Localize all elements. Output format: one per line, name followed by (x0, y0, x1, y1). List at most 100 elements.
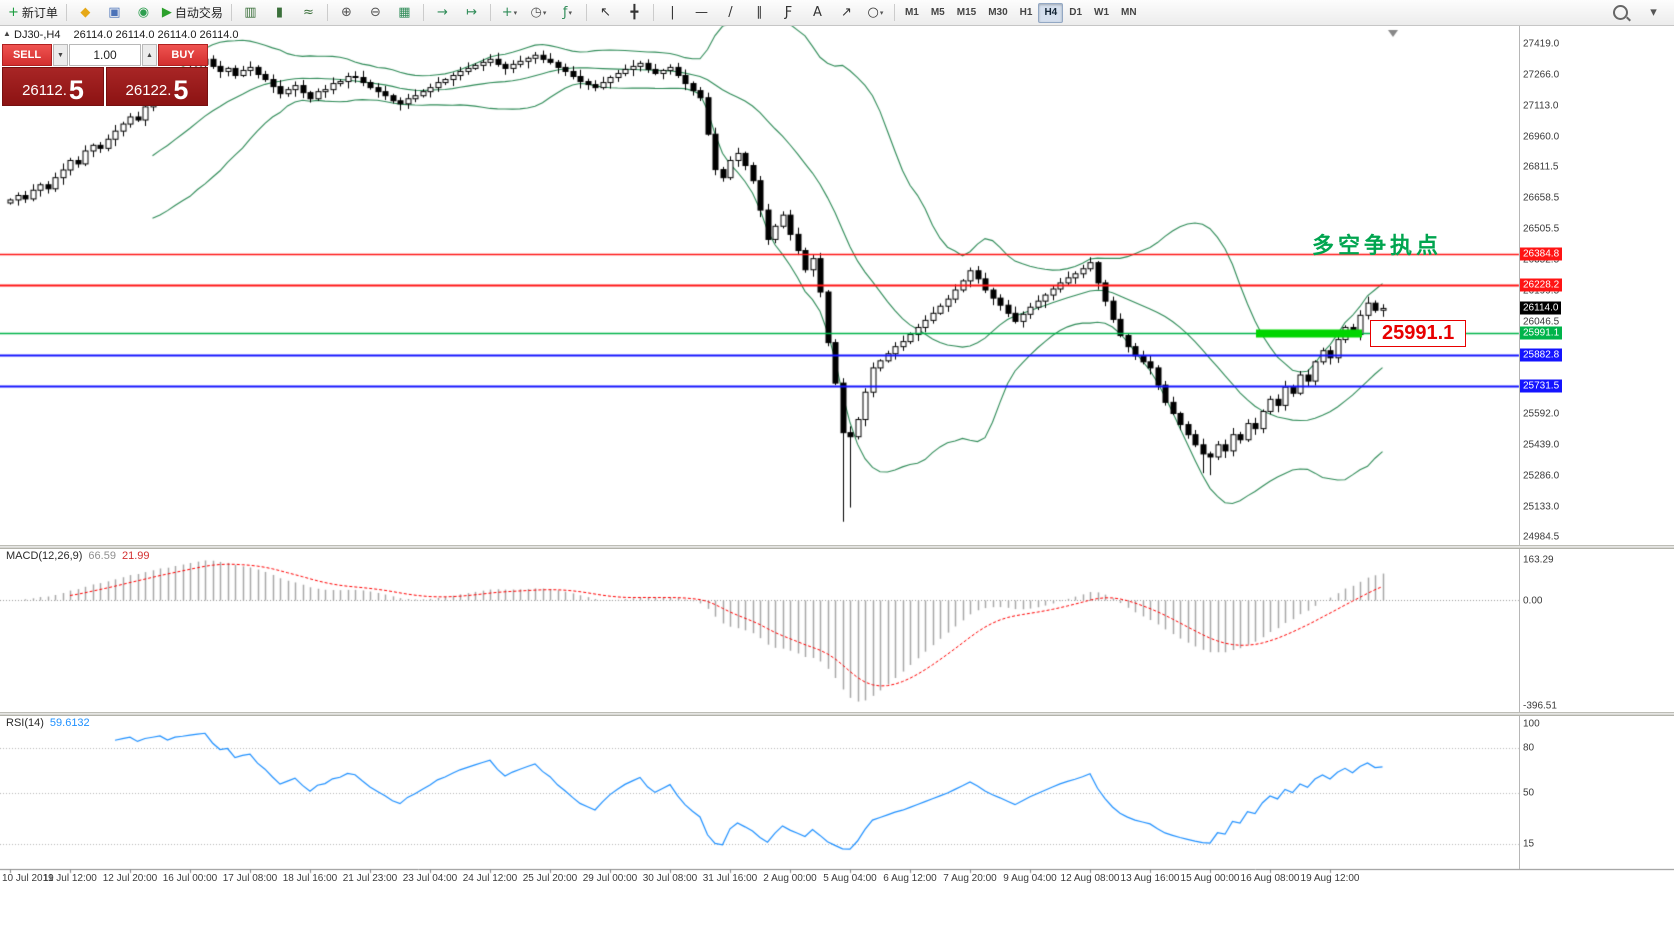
price-line-tag[interactable]: 25731.5 (1520, 379, 1563, 393)
time-axis-label: 16 Aug 08:00 (1240, 873, 1300, 884)
equidistant-channel-button[interactable]: ∥ (745, 2, 774, 24)
timeframe-mn-button[interactable]: MN (1121, 7, 1137, 18)
rsi-axis-label: 100 (1523, 718, 1540, 730)
price-axis-label: 25286.0 (1523, 470, 1560, 482)
shapes-button[interactable]: ○ ▾ (861, 2, 890, 24)
alerts-button[interactable]: ◆ (71, 2, 100, 24)
new-chart-icon: + (501, 5, 513, 20)
price-axis-label: 27266.0 (1523, 69, 1560, 81)
zoom-out-button[interactable]: ⊖ (361, 2, 390, 24)
macd-axis-max-label: 163.29 (1523, 554, 1554, 566)
new-order-button[interactable]: + 新订单 (4, 2, 62, 24)
time-axis-label: 12 Jul 20:00 (102, 873, 158, 884)
candlestick-chart-button[interactable]: ▮ (265, 2, 294, 24)
time-axis-label: 30 Jul 08:00 (642, 873, 698, 884)
indicators-button[interactable]: ƒ ▾ (553, 2, 582, 24)
timeframe-m5-button[interactable]: M5 (930, 7, 945, 18)
macd-panel-splitter[interactable] (0, 545, 1674, 549)
terminal-window-icon: ▣ (108, 5, 121, 20)
rsi-panel-splitter[interactable] (0, 712, 1674, 716)
periods-dropdown-icon: ▾ (542, 8, 547, 17)
crosshair-button[interactable]: ╋ (620, 2, 649, 24)
time-axis-label: 31 Jul 16:00 (702, 873, 758, 884)
candlestick-chart-icon: ▮ (275, 5, 284, 20)
timeframe-h1-button[interactable]: H1 (1019, 7, 1033, 18)
toolbar-separator (326, 4, 328, 21)
rsi-header: RSI(14) 59.6132 (6, 717, 90, 729)
chart-shift-button[interactable]: ↦ (457, 2, 486, 24)
price-line-tag[interactable]: 25991.1 (1520, 326, 1563, 340)
equidistant-channel-icon: ∥ (756, 5, 763, 20)
ohlc-values: 26114.0 26114.0 26114.0 26114.0 (73, 29, 239, 41)
terminal-window-button[interactable]: ▣ (100, 2, 129, 24)
timeframe-m30-button[interactable]: M30 (988, 7, 1008, 18)
price-line-tag[interactable]: 25882.8 (1520, 348, 1563, 362)
volume-input[interactable] (69, 44, 141, 66)
periods-icon: ◷ (530, 5, 542, 20)
price-line-tag[interactable]: 26228.2 (1520, 278, 1563, 292)
buy-button[interactable]: BUY (158, 44, 208, 66)
buy-price-display[interactable]: 26122. 5 (106, 67, 208, 106)
zoom-in-button[interactable]: ⊕ (332, 2, 361, 24)
time-axis-label: 9 Aug 04:00 (1003, 873, 1057, 884)
shapes-dropdown-icon: ▾ (879, 8, 884, 17)
timeframe-h4-button[interactable]: H4 (1038, 2, 1064, 23)
trendline-button[interactable]: / (716, 2, 745, 24)
arrows-icon: ↗ (840, 5, 852, 20)
autotrade-button[interactable]: ▶ 自动交易 (158, 2, 227, 24)
new-order-label: 新订单 (21, 6, 58, 20)
macd-axis-min-label: -396.51 (1523, 700, 1557, 712)
fibonacci-button[interactable]: Ƒ (774, 2, 803, 24)
alerts-icon: ◆ (80, 5, 91, 20)
tile-windows-button[interactable]: ▦ (390, 2, 419, 24)
auto-scroll-button[interactable]: → (428, 2, 457, 24)
timeframe-w1-button[interactable]: W1 (1094, 7, 1110, 18)
price-axis-label: 25439.0 (1523, 439, 1560, 451)
bar-chart-button[interactable]: ▥ (236, 2, 265, 24)
chart-shift-icon: ↦ (465, 5, 477, 20)
time-axis-label: 16 Jul 00:00 (162, 873, 218, 884)
new-chart-button[interactable]: + ▾ (495, 2, 524, 24)
toolbar-separator (652, 4, 654, 21)
one-click-toggle-icon[interactable]: ▲ (3, 29, 11, 38)
trendline-icon: / (728, 5, 733, 20)
price-line-tag[interactable]: 26384.8 (1520, 247, 1563, 261)
time-axis-label: 29 Jul 00:00 (582, 873, 638, 884)
bar-chart-icon: ▥ (244, 5, 257, 20)
price-callout: 25991.1 (1370, 320, 1467, 347)
line-chart-button[interactable]: ≈ (294, 2, 323, 24)
horizontal-line-button[interactable]: — (687, 2, 716, 24)
new-order-icon: + (8, 5, 19, 20)
web-community-icon: ◉ (137, 5, 150, 20)
rsi-axis-label: 15 (1523, 838, 1535, 850)
toolbar-separator (585, 4, 587, 21)
periods-button[interactable]: ◷ ▾ (524, 2, 553, 24)
zoom-out-icon: ⊖ (369, 5, 381, 20)
search-button[interactable] (1606, 2, 1635, 24)
more-tools-button[interactable]: ▾ (1639, 2, 1668, 24)
horizontal-line-icon: — (694, 5, 708, 20)
chevron-up-icon: ▲ (146, 51, 153, 59)
timeframe-m15-button[interactable]: M15 (956, 7, 977, 18)
price-axis-label: 27419.0 (1523, 38, 1560, 50)
chevron-down-icon: ▼ (57, 51, 64, 59)
time-axis-label: 12 Aug 08:00 (1060, 873, 1120, 884)
web-community-button[interactable]: ◉ (129, 2, 158, 24)
cursor-button[interactable]: ↖ (591, 2, 620, 24)
price-axis-label: 24984.5 (1523, 531, 1560, 543)
timeframe-m1-button[interactable]: M1 (904, 7, 919, 18)
price-axis-label: 26811.5 (1523, 161, 1559, 173)
price-axis-label: 25592.0 (1523, 408, 1560, 420)
vertical-line-button[interactable]: | (658, 2, 687, 24)
volume-increase-button[interactable]: ▲ (142, 44, 157, 66)
arrows-button[interactable]: ↗ (832, 2, 861, 24)
more-tools-icon: ▾ (1650, 5, 1657, 20)
timeframe-d1-button[interactable]: D1 (1069, 7, 1083, 18)
volume-dropdown-button[interactable]: ▼ (53, 44, 68, 66)
sell-price-display[interactable]: 26112. 5 (2, 67, 104, 106)
sell-button[interactable]: SELL (2, 44, 52, 66)
time-axis-label: 10 Jul 2019 (2, 873, 54, 884)
text-button[interactable]: A (803, 2, 832, 24)
